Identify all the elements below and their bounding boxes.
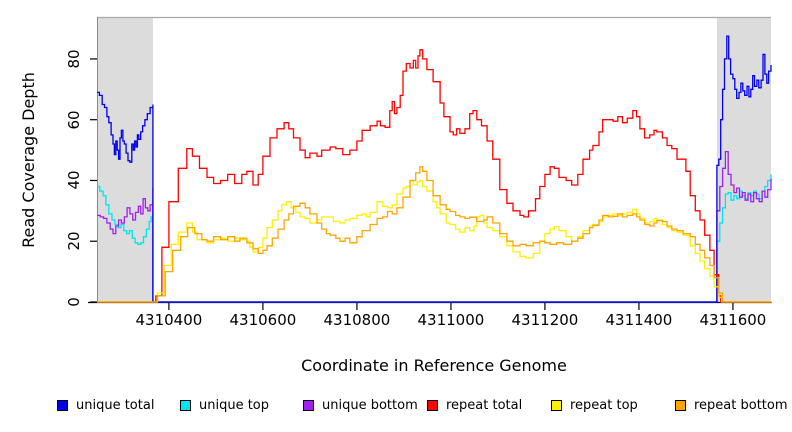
legend-label: repeat bottom <box>694 398 788 413</box>
x-tick-label: 4310600 <box>229 311 297 329</box>
legend-label: repeat top <box>570 398 638 413</box>
x-tick-label: 4310400 <box>135 311 203 329</box>
legend-item-repeat-top: repeat top <box>551 398 638 413</box>
x-tick-label: 4311200 <box>511 311 579 329</box>
legend-swatch-unique-bottom <box>303 400 314 411</box>
legend-swatch-unique-top <box>180 400 191 411</box>
y-tick-label: 40 <box>65 170 83 190</box>
y-tick-label: 60 <box>65 110 83 130</box>
series-line-repeat-bottom <box>97 166 771 303</box>
legend-item-unique-bottom: unique bottom <box>303 398 418 413</box>
series-line-unique-top <box>97 174 772 303</box>
legend-label: unique top <box>199 398 270 413</box>
legend-item-unique-top: unique top <box>180 398 269 413</box>
y-axis-title: Read Coverage Depth <box>19 72 38 248</box>
legend-swatch-repeat-top <box>551 400 562 411</box>
series-line-repeat-top <box>97 179 771 303</box>
legend-swatch-unique-total <box>57 400 68 411</box>
x-axis-title: Coordinate in Reference Genome <box>301 356 567 375</box>
legend-item-repeat-bottom: repeat bottom <box>675 398 788 413</box>
x-tick-label: 4310800 <box>323 311 391 329</box>
legend-label: unique total <box>76 398 155 413</box>
x-tick-label: 4311000 <box>417 311 485 329</box>
legend-swatch-repeat-bottom <box>675 400 686 411</box>
legend: unique total unique top unique bottom re… <box>0 398 792 420</box>
y-tick-label: 20 <box>65 231 83 251</box>
shaded-region <box>97 17 153 302</box>
legend-swatch-repeat-total <box>427 400 438 411</box>
series-line-unique-bottom <box>97 150 772 303</box>
legend-item-unique-total: unique total <box>57 398 154 413</box>
series-line-unique-total <box>97 35 772 303</box>
series-line-repeat-total <box>97 49 771 303</box>
y-tick-label: 0 <box>65 297 83 307</box>
x-tick-label: 4311600 <box>699 311 767 329</box>
legend-label: unique bottom <box>322 398 418 413</box>
x-tick-label: 4311400 <box>605 311 673 329</box>
y-tick-label: 80 <box>65 49 83 69</box>
legend-item-repeat-total: repeat total <box>427 398 522 413</box>
legend-label: repeat total <box>446 398 523 413</box>
